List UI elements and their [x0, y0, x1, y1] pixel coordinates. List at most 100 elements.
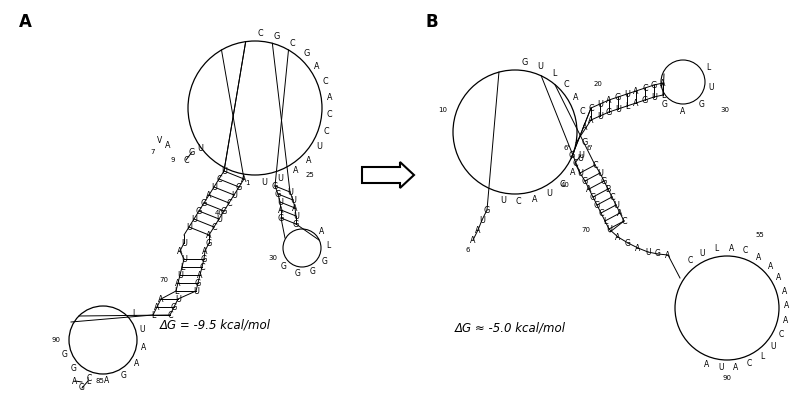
Text: A: A — [166, 141, 170, 149]
Text: G: G — [322, 256, 327, 265]
Text: 55: 55 — [755, 232, 764, 238]
Text: A: A — [141, 342, 146, 352]
Text: B: B — [606, 184, 610, 194]
Text: C: C — [609, 192, 615, 201]
Text: 40: 40 — [561, 182, 570, 188]
Text: U: U — [216, 214, 222, 224]
Text: G: G — [606, 107, 612, 117]
Text: L: L — [552, 70, 556, 79]
Text: U: U — [181, 254, 187, 263]
Text: L: L — [714, 245, 718, 254]
Text: A: A — [666, 250, 670, 260]
Text: B: B — [426, 13, 438, 31]
Text: A: A — [72, 376, 78, 386]
Text: G: G — [594, 201, 600, 209]
Text: 20: 20 — [594, 81, 602, 87]
Text: C: C — [592, 160, 598, 169]
Text: A: A — [782, 287, 787, 296]
Text: C: C — [642, 83, 648, 92]
Text: A: A — [18, 13, 31, 31]
Text: C: C — [588, 103, 594, 113]
Text: U: U — [290, 196, 296, 205]
Text: A: A — [615, 233, 621, 241]
Text: A: A — [704, 360, 709, 369]
Text: A: A — [293, 166, 298, 175]
Text: A: A — [292, 203, 298, 213]
Text: A: A — [319, 227, 325, 236]
Text: C: C — [211, 222, 217, 231]
Text: ΔG = -9.5 kcal/mol: ΔG = -9.5 kcal/mol — [159, 318, 270, 331]
Text: U: U — [577, 169, 583, 177]
Text: C: C — [322, 77, 328, 86]
Text: G: G — [189, 147, 195, 156]
Text: C: C — [598, 209, 604, 218]
Text: G: G — [195, 278, 201, 288]
FancyArrow shape — [362, 162, 414, 188]
Text: C: C — [167, 310, 173, 320]
Text: U: U — [646, 248, 650, 256]
Text: G: G — [303, 49, 310, 58]
Text: G: G — [62, 350, 67, 359]
Text: C: C — [199, 263, 205, 271]
Text: 90: 90 — [51, 337, 60, 343]
Text: G: G — [281, 262, 286, 271]
Text: L: L — [760, 352, 764, 361]
Text: 6: 6 — [466, 247, 470, 253]
Text: L: L — [706, 63, 710, 72]
Text: A: A — [306, 156, 312, 165]
Text: G: G — [294, 269, 301, 278]
Text: G: G — [201, 199, 207, 207]
Text: A: A — [475, 226, 481, 235]
Text: A: A — [531, 195, 537, 204]
Text: A: A — [573, 92, 578, 102]
Text: U: U — [577, 154, 583, 163]
Text: G: G — [615, 92, 621, 102]
Text: U: U — [578, 150, 584, 160]
Text: L: L — [86, 376, 90, 386]
Text: G: G — [206, 239, 212, 248]
Text: U: U — [606, 224, 612, 233]
Text: C: C — [183, 156, 189, 164]
Text: U: U — [293, 211, 299, 220]
Text: 70: 70 — [581, 227, 590, 233]
Text: G: G — [275, 190, 281, 199]
Text: G: G — [569, 150, 575, 160]
Text: A: A — [618, 209, 622, 218]
Text: 9: 9 — [170, 157, 175, 163]
Text: A: A — [134, 359, 139, 368]
Text: A: A — [634, 87, 638, 96]
Text: L: L — [174, 286, 178, 295]
Text: G: G — [484, 205, 490, 214]
Text: G: G — [79, 384, 85, 393]
Text: A: A — [733, 363, 738, 372]
Text: G: G — [121, 371, 126, 380]
Text: U: U — [277, 198, 283, 207]
Text: U: U — [709, 83, 714, 92]
Text: A: A — [756, 253, 762, 261]
Text: G: G — [581, 139, 587, 147]
Text: G: G — [278, 214, 284, 222]
Text: U: U — [181, 239, 187, 248]
Text: 70: 70 — [159, 277, 168, 283]
Text: A: A — [178, 246, 182, 256]
Text: G: G — [698, 100, 705, 109]
Text: A: A — [588, 115, 594, 124]
Text: G: G — [272, 181, 278, 190]
Text: G: G — [221, 207, 227, 216]
Text: C: C — [778, 330, 783, 339]
Text: G: G — [293, 220, 299, 228]
Text: U: U — [197, 143, 203, 152]
Text: A: A — [660, 79, 666, 88]
Text: U: U — [624, 90, 630, 98]
Text: U: U — [191, 214, 197, 224]
Text: U: U — [597, 169, 603, 177]
Text: C: C — [327, 110, 333, 119]
Text: A: A — [158, 295, 164, 303]
Text: L: L — [180, 263, 184, 271]
Text: A: A — [175, 278, 181, 288]
Text: U: U — [613, 201, 619, 209]
Text: U: U — [651, 92, 657, 102]
Text: U: U — [537, 62, 543, 71]
Text: C: C — [516, 198, 522, 207]
Text: V: V — [158, 135, 162, 145]
